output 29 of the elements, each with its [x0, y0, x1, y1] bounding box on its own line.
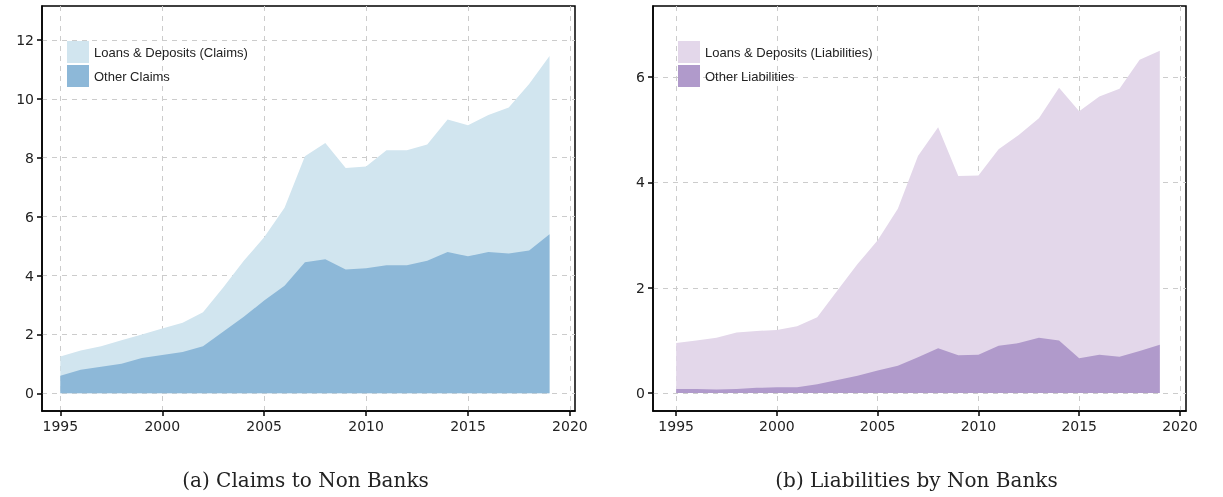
- x-tick-label: 2000: [759, 418, 795, 434]
- legend-label: Loans & Deposits (Claims): [94, 44, 248, 60]
- x-tick-label: 2005: [859, 418, 896, 434]
- text: (a) Claims to Non Banks: [182, 468, 429, 492]
- y-tick-label: 0: [25, 385, 34, 402]
- legend-label: Other Liabilities: [705, 68, 796, 84]
- x-tick-label: 2005: [246, 418, 282, 434]
- y-tick-label: 4: [636, 174, 646, 191]
- x-tick-label: 2015: [450, 418, 486, 434]
- y-tick-label: 10: [16, 90, 34, 107]
- x-tick-label: 1995: [658, 418, 694, 434]
- y-tick-label: 8: [25, 149, 34, 166]
- y-tick-label: 0: [636, 385, 645, 402]
- y-tick-label: 2: [25, 326, 34, 343]
- x-tick-label: 2010: [348, 418, 384, 434]
- text: (b) Liabilities by Non Banks: [775, 468, 1058, 492]
- y-tick-label: 4: [25, 267, 35, 284]
- y-tick-label: 6: [636, 69, 646, 86]
- x-tick-label: 1995: [42, 418, 79, 434]
- x-tick-label: 2000: [144, 418, 181, 434]
- x-tick-label: 2020: [1162, 418, 1198, 434]
- x-tick-label: 2020: [552, 418, 588, 434]
- legend-label: Other Claims: [94, 68, 171, 84]
- x-tick-label: 2010: [960, 418, 997, 434]
- x-tick-label: 2015: [1061, 418, 1098, 434]
- y-tick-label: 6: [25, 208, 35, 225]
- y-tick-label: 2: [636, 279, 645, 296]
- legend-label: Loans & Deposits (Liabilities): [705, 44, 873, 60]
- y-tick-label: 12: [16, 31, 34, 48]
